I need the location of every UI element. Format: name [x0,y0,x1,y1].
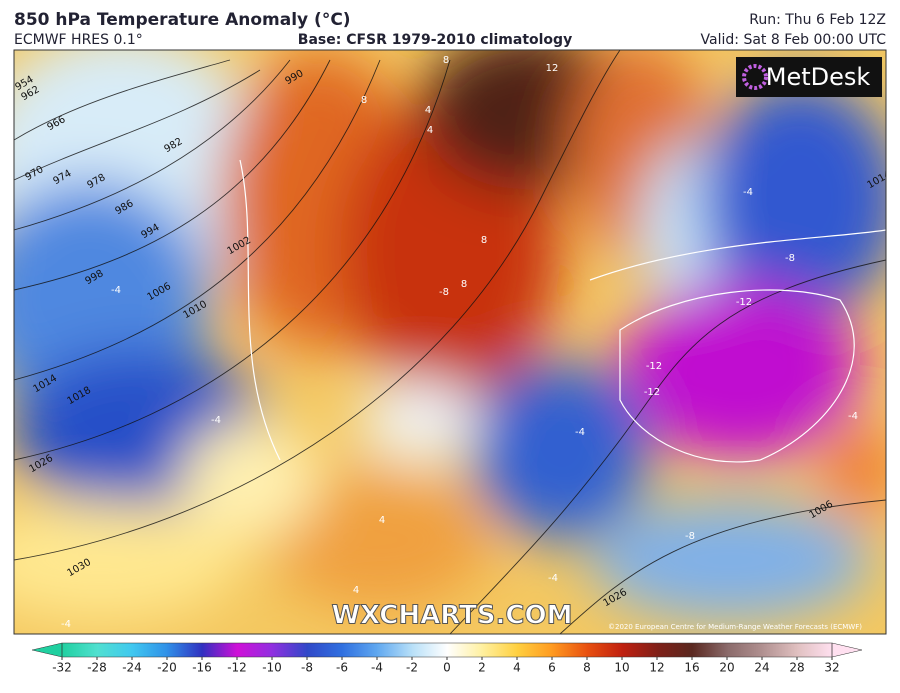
colorbar-segment [692,643,728,657]
anomaly-label: -4 [211,415,221,426]
colorbar-tick-label: -32 [52,661,72,675]
anomaly-label: 4 [379,515,385,526]
colorbar-segment [552,643,588,657]
colorbar-end [31,642,63,658]
colorbar-tick-label: -20 [157,661,177,675]
colorbar-segment [237,643,273,657]
anomaly-label: -8 [785,253,795,264]
colorbar-segment [797,643,833,657]
colorbar-tick-label: 6 [548,661,556,675]
colorbar-tick-label: 0 [443,661,451,675]
anomaly-label: -12 [644,387,660,398]
colorbar-segment [272,643,308,657]
anomaly-label: -12 [646,361,662,372]
colorbar-tick-label: -16 [192,661,212,675]
logo-text: MetDesk [766,63,871,91]
colorbar-segment [482,643,518,657]
colorbar-tick-label: 32 [824,661,839,675]
colorbar-segment [377,643,413,657]
anomaly-label: 8 [443,55,449,66]
anomaly-label: 8 [461,279,467,290]
colorbar-tick-label: 16 [684,661,699,675]
colorbar: -32 -28 -24 -20 -16 -12 -10 -8 -6 -4 -2 0 2 4 6 8 10 12 16… [31,642,863,675]
anomaly-label: -8 [685,531,695,542]
run: Run: Thu 6 Feb 12Z [749,12,886,28]
anomaly-label: -4 [111,285,121,296]
colorbar-segment [342,643,378,657]
anomaly-label: 12 [546,63,559,74]
colorbar-tick-label: -4 [371,661,383,675]
colorbar-segment [412,643,448,657]
anomaly-label: 8 [481,235,487,246]
colorbar-segment [167,643,203,657]
colorbar-tick-label: 4 [513,661,521,675]
anomaly-label: -8 [439,287,449,298]
model: ECMWF HRES 0.1° [14,32,143,48]
colorbar-segment [62,643,98,657]
colorbar-tick-label: -10 [262,661,282,675]
anomaly-label: -4 [575,427,585,438]
colorbar-tick-label: 10 [614,661,629,675]
title: 850 hPa Temperature Anomaly (°C) [14,10,351,30]
colorbar-tick-label: -28 [87,661,107,675]
base: Base: CFSR 1979-2010 climatology [298,32,572,48]
colorbar-tick-label: -2 [406,661,418,675]
anomaly-label: -4 [848,411,858,422]
anomaly-label: 4 [425,105,431,116]
copyright: ©2020 European Centre for Medium-Range W… [608,623,862,631]
colorbar-segment [307,643,343,657]
colorbar-segment [587,643,623,657]
colorbar-tick-label: 8 [583,661,591,675]
colorbar-tick-label: -6 [336,661,348,675]
colorbar-segment [447,643,483,657]
anomaly-label: -12 [736,297,752,308]
colorbar-segment [622,643,658,657]
map-frame [13,49,887,635]
colorbar-tick-label: -12 [227,661,247,675]
logo-icon [742,64,768,90]
colorbar-segment [517,643,553,657]
colorbar-segment [762,643,798,657]
colorbar-tick-label: -8 [301,661,313,675]
colorbar-segment [132,643,168,657]
colorbar-segment [97,643,133,657]
colorbar-tick-label: 24 [754,661,769,675]
valid: Valid: Sat 8 Feb 00:00 UTC [701,32,887,48]
colorbar-tick-label: 28 [789,661,804,675]
colorbar-tick-label: 20 [719,661,734,675]
colorbar-segment [727,643,763,657]
colorbar-tick-label: 2 [478,661,486,675]
watermark: WXCHARTS.COM [331,601,572,631]
colorbar-segment [657,643,693,657]
colorbar-end [831,642,863,658]
logo-box [736,57,882,97]
colorbar-segment [202,643,238,657]
colorbar-tick-label: 12 [649,661,664,675]
anomaly-label: 4 [427,125,433,136]
anomaly-label: -4 [548,573,558,584]
anomaly-label: -4 [61,619,71,630]
anomaly-label: 4 [353,585,359,596]
anomaly-labels: 12 8 8 4 4 -8 8 8 -4 -4 -8 -12 -12 -12 -4 -4 -8 -4 4 4 -4 -4 [61,55,858,630]
anomaly-label: -4 [743,187,753,198]
colorbar-tick-label: -24 [122,661,142,675]
anomaly-label: 8 [361,95,367,106]
